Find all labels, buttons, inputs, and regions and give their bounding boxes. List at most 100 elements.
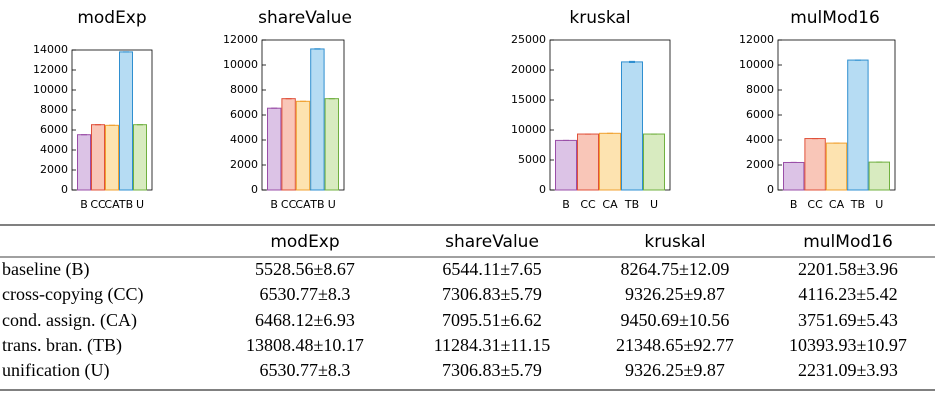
row-label: cross-copying (CC) [2,284,143,305]
bar [324,98,340,191]
x-tick-label: CA [104,198,120,211]
x-tick-label: U [136,198,144,211]
x-tick-label: B [790,198,798,211]
y-tick-label: 2000 [40,163,68,176]
y-tick-label: 25000 [511,33,546,46]
x-tick-label: CA [829,198,845,211]
column-header: mulMod16 [803,232,893,252]
table-cell: 6544.11±7.65 [442,259,541,279]
chart-title: modExp [77,8,146,28]
bar [267,107,282,191]
x-tick-label: B [562,198,570,211]
row-label: trans. bran. (TB) [2,335,122,356]
table-cell: 8264.75±12.09 [621,259,730,279]
table-cell: 6530.77±8.3 [260,360,351,380]
x-tick-label: U [328,198,336,211]
y-tick-label: 5000 [518,153,546,166]
x-tick-label: CC [90,198,106,211]
chart-title: kruskal [569,8,630,28]
table-cell: 3751.69±5.43 [798,310,898,330]
table-cell: 13808.48±10.17 [246,335,364,355]
y-tick-label: 10000 [33,83,68,96]
y-tick-label: 8000 [40,103,68,116]
chart-title: mulMod16 [790,8,880,28]
y-tick-label: 0 [539,183,546,196]
y-tick-label: 12000 [223,33,258,46]
y-tick-label: 6000 [230,108,258,121]
column-header: modExp [270,232,339,252]
y-tick-label: 2000 [746,158,774,171]
bar [621,61,643,191]
table-cell: 5528.56±8.67 [255,259,355,279]
table-cell: 9450.69±10.56 [621,310,730,330]
error-bar [629,60,635,63]
table-cell: 4116.23±5.42 [798,284,897,304]
x-tick-label: TB [850,198,865,211]
x-tick-label: CC [281,198,297,211]
table-cell: 6468.12±6.93 [255,310,355,330]
bar [783,161,805,191]
table-cell: 7306.83±5.79 [442,360,542,380]
table-cell: 7095.51±6.62 [442,310,542,330]
row-label: unification (U) [2,360,109,381]
table-cell: 2201.58±3.96 [798,259,898,279]
y-tick-label: 14000 [33,43,68,56]
row-label: cond. assign. (CA) [2,310,137,331]
y-tick-label: 10000 [223,58,258,71]
y-tick-label: 15000 [511,93,546,106]
y-tick-label: 6000 [746,108,774,121]
x-tick-label: B [80,198,88,211]
bar [119,51,133,191]
y-tick-label: 20000 [511,63,546,76]
x-tick-label: CC [807,198,823,211]
bar [804,138,826,191]
table-cell: 9326.25±9.87 [625,284,725,304]
y-tick-label: 4000 [230,133,258,146]
x-tick-label: TB [118,198,133,211]
table-cell: 7306.83±5.79 [442,284,542,304]
x-tick-label: CA [295,198,311,211]
bar [825,142,848,191]
row-label: baseline (B) [2,259,89,280]
y-tick-label: 2000 [230,158,258,171]
bar [577,133,599,191]
table-cell: 10393.93±10.97 [789,335,907,355]
y-tick-label: 0 [251,183,258,196]
x-tick-label: CC [580,198,596,211]
table-cell: 9326.25±9.87 [625,360,725,380]
bar [295,100,311,191]
x-tick-label: B [270,198,278,211]
bar [847,59,869,191]
table-cell: 21348.65±92.77 [616,335,734,355]
bar [555,139,577,191]
column-header: shareValue [445,232,539,252]
bar [105,124,119,191]
y-tick-label: 12000 [739,33,774,46]
bar [77,134,91,191]
y-tick-label: 10000 [739,58,774,71]
bar [643,133,665,191]
x-tick-label: U [650,198,658,211]
x-tick-label: U [875,198,883,211]
table-cell: 11284.31±11.15 [434,335,551,355]
y-tick-label: 4000 [40,143,68,156]
x-tick-label: TB [309,198,324,211]
y-tick-label: 8000 [746,83,774,96]
y-tick-label: 4000 [746,133,774,146]
table-cell: 2231.09±3.93 [798,360,898,380]
bar [868,161,890,191]
y-tick-label: 0 [767,183,774,196]
bar [310,48,325,191]
bar [281,98,296,191]
y-tick-label: 8000 [230,83,258,96]
y-tick-label: 0 [61,183,68,196]
x-tick-label: CA [602,198,618,211]
chart-title: shareValue [258,8,352,28]
y-tick-label: 10000 [511,123,546,136]
y-tick-label: 12000 [33,63,68,76]
bar [133,124,147,191]
x-tick-label: TB [624,198,639,211]
table-cell: 6530.77±8.3 [260,284,351,304]
column-header: kruskal [644,232,705,252]
